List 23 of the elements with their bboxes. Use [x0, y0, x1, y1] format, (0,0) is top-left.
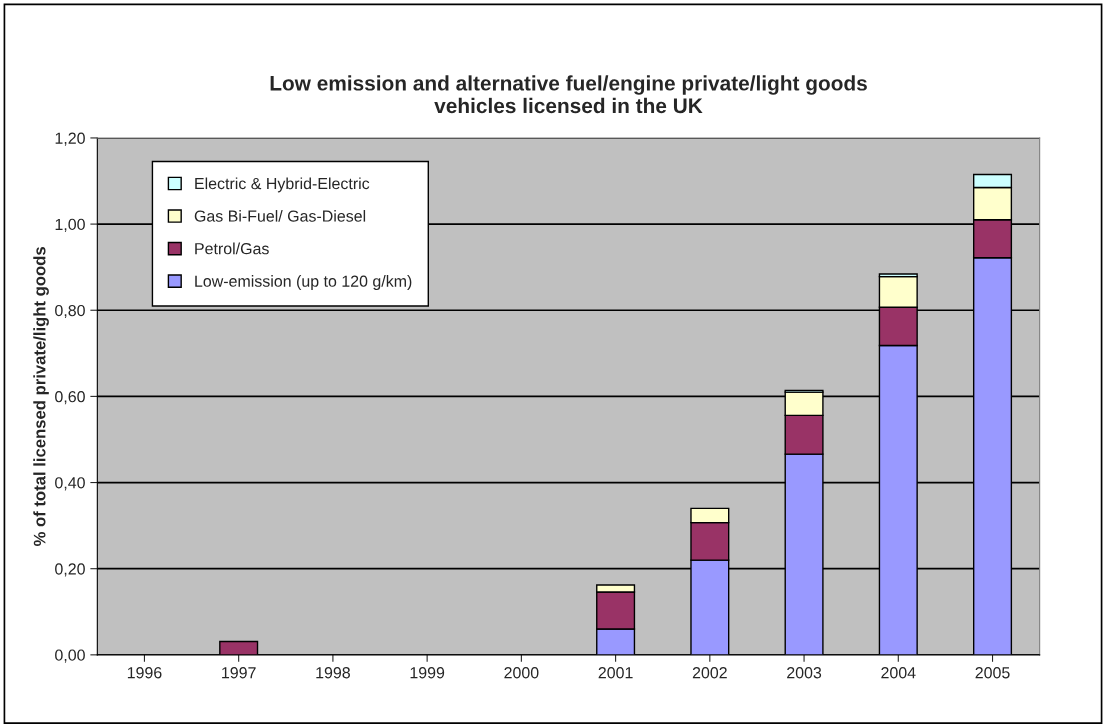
- x-tick-label: 2002: [692, 667, 727, 679]
- legend-label: Petrol/Gas: [195, 242, 269, 255]
- y-tick-label: 1,20: [55, 132, 85, 146]
- x-tick-label: 1998: [316, 667, 350, 679]
- x-tick-label: 1996: [127, 667, 162, 679]
- x-tick-label: 1999: [410, 667, 445, 679]
- y-tick-label: 0,40: [55, 477, 85, 491]
- x-tick-label: 2005: [975, 667, 1010, 679]
- y-tick-label: 0,60: [55, 391, 85, 405]
- y-tick-label: 0,00: [55, 649, 85, 663]
- chart-title: Low emission and alternative fuel/engine private/light goods vehicles licensed in the UK: [270, 75, 867, 114]
- y-axis-title: % of total licensed private/light goods: [33, 247, 49, 546]
- x-tick-label: 2004: [881, 667, 916, 679]
- x-tick-label: 1997: [222, 667, 256, 679]
- x-tick-label: 2001: [598, 667, 633, 679]
- legend-label: Gas Bi-Fuel/ Gas-Diesel: [194, 210, 366, 222]
- x-tick-label: 2003: [787, 667, 822, 679]
- legend-label: Electric & Hybrid-Electric: [195, 177, 370, 193]
- y-tick-label: 0,20: [55, 563, 85, 577]
- x-tick-label: 2000: [504, 667, 539, 679]
- y-tick-label: 1,00: [55, 218, 85, 232]
- y-tick-label: 0,80: [55, 304, 85, 319]
- legend-label: Low-emission (up to 120 g/km): [195, 275, 412, 291]
